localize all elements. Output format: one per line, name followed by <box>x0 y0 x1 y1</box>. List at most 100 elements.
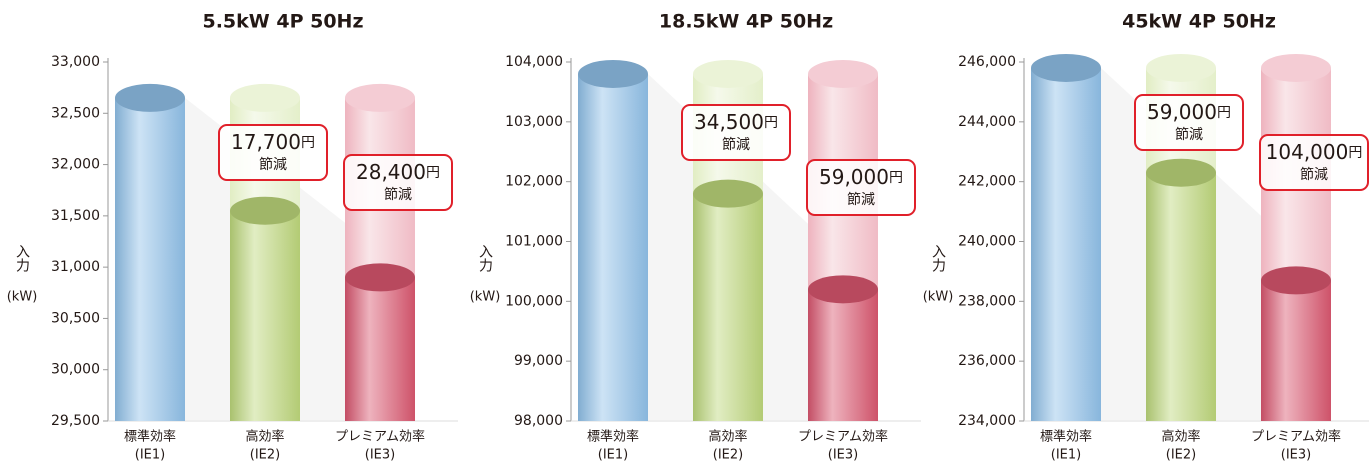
savings-amount: 59,000円 <box>819 165 903 189</box>
y-tick-label: 32,500 <box>51 105 100 121</box>
savings-unit: 円 <box>764 115 778 131</box>
cylinder <box>578 73 648 421</box>
y-tick-label: 30,500 <box>51 310 100 326</box>
y-axis-label: 入力 <box>930 244 946 273</box>
savings-note: 節減 <box>722 136 750 153</box>
cylinder-top <box>345 263 415 292</box>
savings-unit: 円 <box>301 135 315 151</box>
cylinder <box>1031 67 1101 421</box>
savings-amount: 34,500円 <box>694 110 778 134</box>
ghost-cylinder-top <box>345 83 415 112</box>
y-axis-unit: (kW) <box>7 290 38 305</box>
cylinder-top <box>1261 266 1331 295</box>
y-tick-label: 98,000 <box>514 413 563 429</box>
y-tick-label: 31,000 <box>51 259 100 275</box>
y-tick-label: 246,000 <box>958 54 1016 70</box>
y-tick-label: 32,000 <box>51 157 100 173</box>
cylinder <box>230 210 300 421</box>
cylinder-top <box>578 59 648 88</box>
savings-box <box>343 154 453 211</box>
y-axis-unit: (kW) <box>923 290 954 305</box>
y-axis-unit: (kW) <box>470 290 501 305</box>
y-axis-label: 入力 <box>477 244 493 273</box>
cylinder <box>808 289 878 421</box>
y-tick-label: 101,000 <box>505 234 563 250</box>
savings-box <box>218 124 328 181</box>
cylinder-top <box>1031 53 1101 82</box>
ghost-cylinder-top <box>1261 53 1331 82</box>
savings-number: 104,000 <box>1266 140 1349 164</box>
savings-note: 節減 <box>1175 126 1203 143</box>
y-tick-label: 242,000 <box>958 174 1016 190</box>
x-tick-label: 標準効率 <box>1040 429 1092 445</box>
savings-box <box>1259 134 1369 191</box>
ghost-cylinder-top <box>808 59 878 88</box>
savings-amount: 17,700円 <box>231 130 315 154</box>
x-tick-label: プレミアム効率 <box>798 429 888 445</box>
savings-number: 17,700 <box>231 130 301 154</box>
savings-amount: 59,000円 <box>1147 100 1231 124</box>
savings-note: 節減 <box>259 156 287 173</box>
x-tick-code: (IE2) <box>713 448 743 461</box>
savings-unit: 円 <box>426 165 440 181</box>
y-tick-label: 100,000 <box>505 293 563 309</box>
y-tick-label: 244,000 <box>958 114 1016 130</box>
x-tick-code: (IE2) <box>250 448 280 461</box>
chart-title: 18.5kW 4P 50Hz <box>659 11 833 33</box>
x-tick-code: (IE1) <box>1051 448 1081 461</box>
chart-title: 45kW 4P 50Hz <box>1122 11 1276 33</box>
x-tick-label: 高効率 <box>245 429 284 445</box>
x-tick-code: (IE1) <box>598 448 628 461</box>
x-tick-code: (IE3) <box>365 448 395 461</box>
y-tick-label: 102,000 <box>505 174 563 190</box>
x-tick-label: 標準効率 <box>587 429 639 445</box>
y-tick-label: 104,000 <box>505 54 563 70</box>
x-tick-label: 高効率 <box>1161 429 1200 445</box>
y-tick-label: 99,000 <box>514 353 563 369</box>
cylinder <box>693 193 763 421</box>
savings-box <box>806 159 916 216</box>
x-tick-label: 高効率 <box>708 429 747 445</box>
cylinder <box>1261 280 1331 421</box>
ghost-cylinder-top <box>1146 53 1216 82</box>
y-tick-label: 33,000 <box>51 54 100 70</box>
savings-number: 28,400 <box>356 160 426 184</box>
savings-box <box>681 104 791 161</box>
y-tick-label: 29,500 <box>51 413 100 429</box>
x-tick-code: (IE2) <box>1166 448 1196 461</box>
y-tick-label: 236,000 <box>958 353 1016 369</box>
y-axis-label: 入力 <box>14 244 30 273</box>
ghost-cylinder-top <box>230 83 300 112</box>
y-tick-label: 30,000 <box>51 362 100 378</box>
y-tick-label: 238,000 <box>958 293 1016 309</box>
savings-note: 節減 <box>847 191 875 208</box>
cylinder <box>115 97 185 422</box>
cylinder-top <box>693 179 763 208</box>
cylinder <box>1146 172 1216 421</box>
cylinder-top <box>1146 158 1216 187</box>
x-tick-code: (IE1) <box>135 448 165 461</box>
savings-number: 59,000 <box>819 165 889 189</box>
x-tick-code: (IE3) <box>828 448 858 461</box>
x-tick-code: (IE3) <box>1281 448 1311 461</box>
y-tick-label: 234,000 <box>958 413 1016 429</box>
x-tick-label: プレミアム効率 <box>1251 429 1341 445</box>
savings-number: 34,500 <box>694 110 764 134</box>
savings-note: 節減 <box>384 186 412 203</box>
cylinder-top <box>230 196 300 225</box>
savings-note: 節減 <box>1300 166 1328 183</box>
savings-number: 59,000 <box>1147 100 1217 124</box>
y-tick-label: 240,000 <box>958 234 1016 250</box>
y-tick-label: 31,500 <box>51 208 100 224</box>
cylinder-top <box>115 83 185 112</box>
cylinder <box>345 277 415 421</box>
savings-amount: 28,400円 <box>356 160 440 184</box>
ghost-cylinder-top <box>693 59 763 88</box>
savings-unit: 円 <box>889 170 903 186</box>
x-tick-label: プレミアム効率 <box>335 429 425 445</box>
savings-amount: 104,000円 <box>1266 140 1363 164</box>
x-tick-label: 標準効率 <box>124 429 176 445</box>
savings-box <box>1134 94 1244 151</box>
